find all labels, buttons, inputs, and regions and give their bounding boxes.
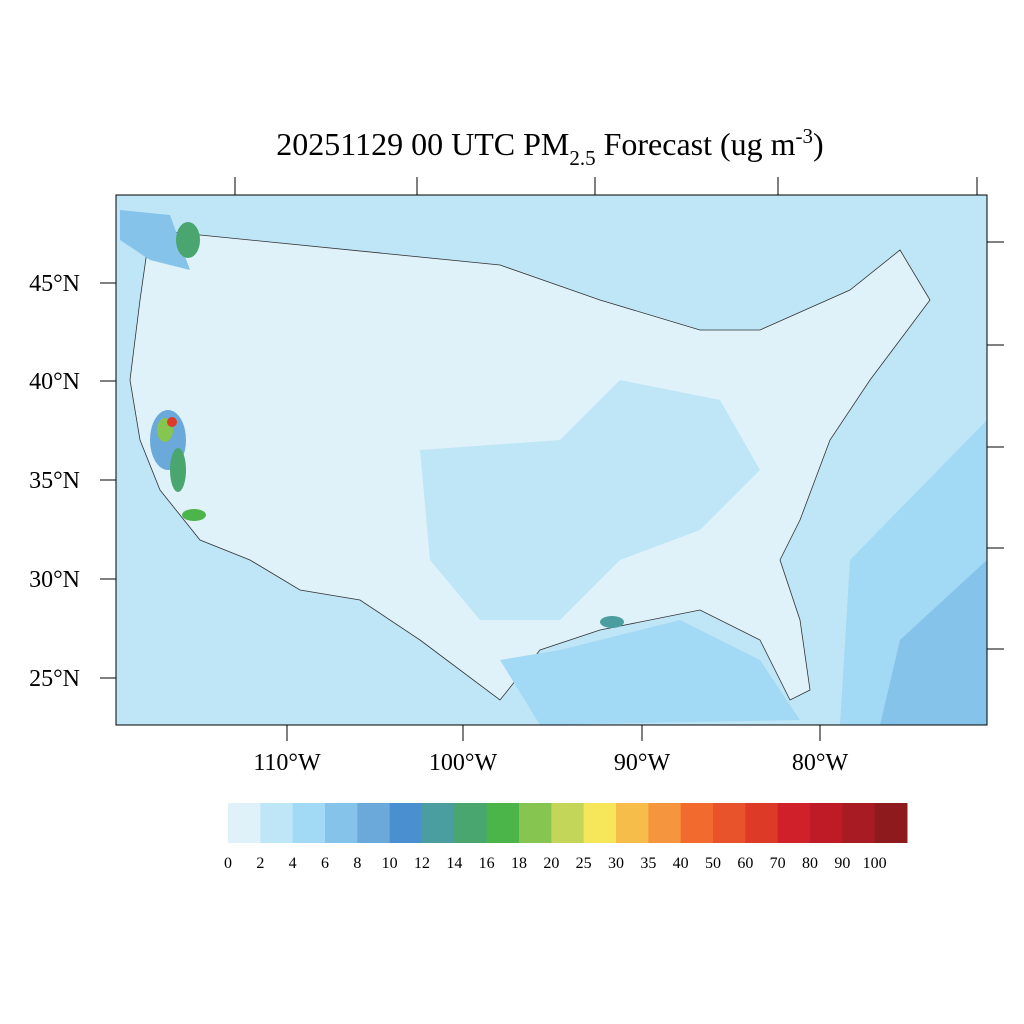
colorbar-label: 10 [382, 855, 398, 872]
colorbar-label: 14 [446, 855, 462, 872]
latitude-label: 25°N [29, 666, 80, 692]
ticks [100, 177, 1004, 741]
colorbar-box [228, 803, 261, 843]
colorbar-box [519, 803, 552, 843]
colorbar-box [422, 803, 455, 843]
colorbar-box [745, 803, 779, 843]
colorbar-label: 16 [479, 855, 495, 872]
latitude-label: 35°N [29, 468, 80, 494]
colorbar-box [454, 803, 488, 843]
colorbar-box [616, 803, 649, 843]
colorbar-box [551, 803, 585, 843]
colorbar-box [486, 803, 520, 843]
colorbar-label: 4 [289, 855, 297, 872]
longitude-label: 100°W [429, 750, 498, 776]
title: 20251129 00 UTC PM2.5 Forecast (ug m-3) [276, 124, 823, 170]
colorbar-box [777, 803, 811, 843]
latitude-label: 40°N [29, 369, 80, 395]
latitude-label: 30°N [29, 567, 80, 593]
colorbar-label: 70 [770, 855, 786, 872]
colorbar-box [389, 803, 423, 843]
colorbar-box [583, 803, 617, 843]
colorbar-label: 20 [543, 855, 559, 872]
colorbar-label: 18 [511, 855, 527, 872]
colorbar-label: 60 [737, 855, 753, 872]
colorbar-label: 8 [353, 855, 361, 872]
atlantic-high [880, 560, 987, 725]
colorbar-label: 12 [414, 855, 430, 872]
colorbar-label: 90 [834, 855, 850, 872]
title-middle: Forecast (ug m [604, 126, 796, 162]
colorbar-label: 25 [576, 855, 592, 872]
colorbar-box [810, 803, 843, 843]
colorbar-label: 50 [705, 855, 721, 872]
colorbar-box [292, 803, 326, 843]
colorbar-box [874, 803, 908, 843]
colorbar-label: 2 [256, 855, 264, 872]
colorbar-label: 6 [321, 855, 329, 872]
colorbar-label: 0 [224, 855, 232, 872]
colorbar-box [325, 803, 358, 843]
colorbar-box [713, 803, 746, 843]
colorbar-box [648, 803, 682, 843]
longitude-label: 90°W [614, 750, 671, 776]
pm-region [420, 380, 760, 620]
hotspot [167, 417, 177, 427]
colorbar-label: 40 [673, 855, 689, 872]
colorbar-box [260, 803, 294, 843]
colorbar-label: 80 [802, 855, 818, 872]
map-frame [115, 194, 988, 726]
title-superscript: -3 [796, 124, 814, 148]
longitude-label: 110°W [253, 750, 321, 776]
latitude-label: 45°N [29, 271, 80, 297]
colorbar-box [842, 803, 876, 843]
colorbar-box [680, 803, 714, 843]
hotspot [182, 509, 206, 521]
hotspot [176, 222, 200, 258]
northwest-region [120, 210, 190, 270]
colorbar-label: 35 [640, 855, 656, 872]
hotspot [600, 616, 624, 628]
gulf-region [500, 620, 800, 725]
colorbar-box [357, 803, 391, 843]
hotspot [170, 448, 186, 492]
colorbar-label: 100 [863, 855, 887, 872]
colorbar-label: 30 [608, 855, 624, 872]
title-prefix: 20251129 00 UTC PM [276, 126, 569, 162]
longitude-label: 80°W [792, 750, 849, 776]
title-suffix: ) [813, 126, 824, 162]
map-panel [100, 177, 1004, 741]
title-subscript: 2.5 [569, 146, 595, 170]
